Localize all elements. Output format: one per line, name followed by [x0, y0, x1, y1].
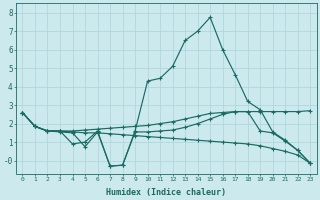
X-axis label: Humidex (Indice chaleur): Humidex (Indice chaleur) [106, 188, 226, 197]
